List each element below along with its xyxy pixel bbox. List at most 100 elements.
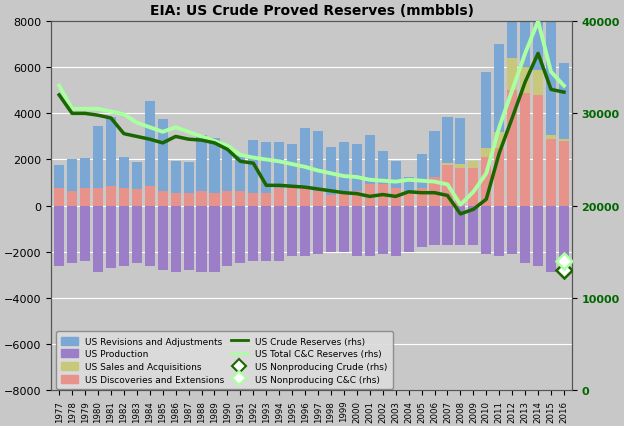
Bar — [132, 190, 142, 206]
Bar — [313, 191, 323, 206]
Bar — [391, 161, 401, 189]
Bar — [442, 164, 452, 166]
Bar — [106, 187, 116, 206]
Bar — [197, 206, 207, 273]
Bar — [391, 206, 401, 257]
Bar — [378, 206, 388, 254]
Bar — [533, 96, 543, 206]
Bar — [300, 129, 310, 189]
Bar — [119, 189, 129, 206]
Bar — [456, 168, 466, 206]
Bar — [404, 193, 414, 206]
Bar — [183, 206, 193, 271]
Bar — [559, 139, 569, 142]
Bar — [469, 161, 479, 168]
Bar — [183, 193, 193, 206]
Bar — [132, 162, 142, 190]
Bar — [533, 0, 543, 70]
Bar — [404, 177, 414, 193]
Bar — [261, 206, 271, 261]
Bar — [145, 187, 155, 206]
Bar — [210, 206, 220, 273]
Bar — [559, 142, 569, 206]
Bar — [158, 191, 168, 206]
Bar — [546, 139, 556, 206]
Bar — [235, 157, 245, 191]
Bar — [67, 191, 77, 206]
Bar — [313, 206, 323, 254]
Bar — [494, 206, 504, 257]
Bar — [54, 166, 64, 189]
Bar — [183, 162, 193, 193]
Bar — [469, 206, 479, 245]
Legend: US Revisions and Adjustments, US Production, US Sales and Acquisitions, US Disco: US Revisions and Adjustments, US Product… — [56, 331, 392, 389]
Bar — [494, 132, 504, 149]
Bar — [170, 193, 181, 206]
Bar — [170, 206, 181, 273]
Bar — [352, 145, 362, 191]
Bar — [145, 101, 155, 187]
Bar — [287, 189, 297, 206]
Bar — [222, 147, 233, 191]
Bar — [365, 136, 375, 184]
Bar — [442, 118, 452, 164]
Bar — [80, 189, 90, 206]
Bar — [507, 59, 517, 91]
Bar — [559, 63, 569, 139]
Bar — [106, 206, 116, 268]
Bar — [352, 206, 362, 257]
Bar — [287, 145, 297, 189]
Bar — [481, 149, 491, 158]
Bar — [494, 45, 504, 132]
Bar — [481, 158, 491, 206]
Bar — [93, 189, 103, 206]
Bar — [67, 160, 77, 191]
Bar — [210, 138, 220, 193]
Bar — [507, 206, 517, 254]
Bar — [533, 70, 543, 96]
Bar — [132, 206, 142, 264]
Bar — [404, 206, 414, 252]
Bar — [481, 73, 491, 149]
Bar — [93, 206, 103, 273]
Bar — [248, 193, 258, 206]
Bar — [429, 131, 439, 177]
Bar — [287, 206, 297, 257]
Title: EIA: US Crude Proved Reserves (mmbbls): EIA: US Crude Proved Reserves (mmbbls) — [150, 4, 474, 18]
Bar — [546, 21, 556, 136]
Bar — [520, 0, 530, 68]
Bar — [339, 143, 349, 191]
Bar — [274, 189, 285, 206]
Bar — [145, 206, 155, 266]
Bar — [520, 68, 530, 93]
Bar — [119, 158, 129, 189]
Bar — [54, 189, 64, 206]
Bar — [119, 206, 129, 266]
Bar — [261, 193, 271, 206]
Bar — [80, 206, 90, 261]
Bar — [378, 152, 388, 184]
Bar — [546, 206, 556, 273]
Bar — [378, 184, 388, 206]
Bar — [248, 141, 258, 193]
Bar — [417, 154, 427, 189]
Bar — [300, 206, 310, 257]
Bar — [339, 191, 349, 206]
Bar — [417, 189, 427, 206]
Bar — [520, 93, 530, 206]
Bar — [391, 189, 401, 206]
Bar — [54, 206, 64, 266]
Bar — [93, 127, 103, 189]
Bar — [274, 206, 285, 261]
Bar — [170, 161, 181, 193]
Bar — [222, 191, 233, 206]
Bar — [365, 206, 375, 257]
Bar — [456, 119, 466, 165]
Bar — [248, 206, 258, 261]
Bar — [339, 206, 349, 252]
Bar — [158, 120, 168, 191]
Bar — [197, 191, 207, 206]
Bar — [326, 206, 336, 252]
Bar — [481, 206, 491, 254]
Bar — [106, 118, 116, 187]
